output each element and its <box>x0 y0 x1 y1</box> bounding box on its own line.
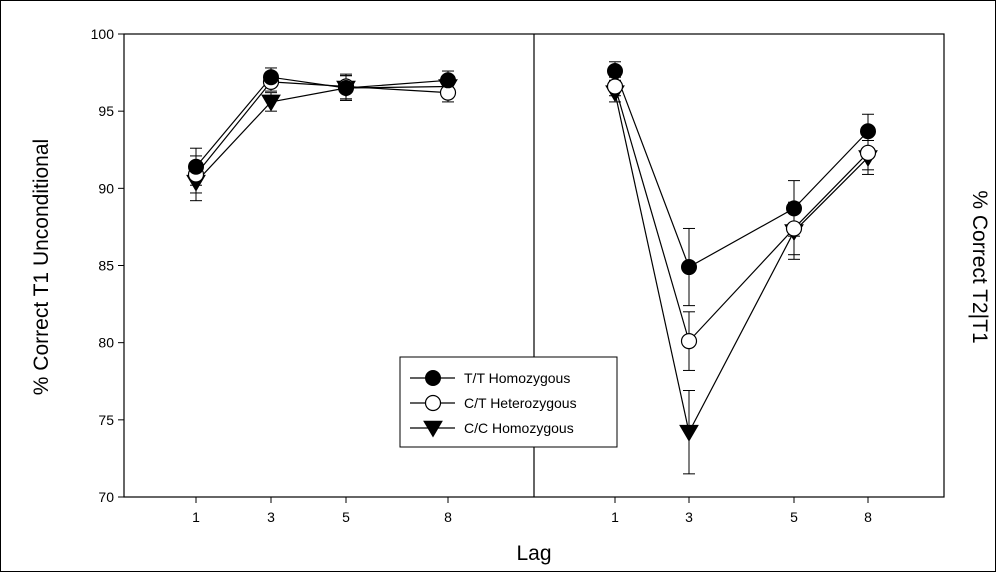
data-point <box>188 158 204 175</box>
data-point <box>263 69 279 86</box>
y-tick-label: 85 <box>98 258 114 274</box>
axes: 70 75 80 85 90 95 100 1 3 5 8 1 3 5 8 <box>91 26 945 525</box>
x-tick-label: 5 <box>342 509 350 525</box>
series-layer <box>186 61 878 475</box>
x-tick-label: 8 <box>864 509 872 525</box>
legend-marker <box>425 370 441 386</box>
x-tick-label: 1 <box>611 509 619 525</box>
x-tick-label: 3 <box>685 509 693 525</box>
data-point <box>859 144 877 161</box>
y-tick-label: 80 <box>98 335 114 351</box>
y-tick-label: 90 <box>98 180 114 196</box>
y-axis-title-right: % Correct T2|T1 <box>968 190 991 343</box>
series-line <box>614 92 869 434</box>
y-tick-label: 70 <box>98 489 114 505</box>
series-line <box>195 76 449 168</box>
data-point <box>680 333 698 350</box>
legend: T/T Homozygous C/T Heterozygous C/C Homozy… <box>399 356 618 448</box>
data-point <box>860 123 876 140</box>
x-tick-label: 1 <box>192 509 200 525</box>
data-point <box>785 220 803 237</box>
x-tick-label: 8 <box>444 509 452 525</box>
series-line <box>195 85 449 183</box>
data-point <box>440 72 456 89</box>
legend-marker <box>424 394 442 412</box>
data-point <box>681 259 697 276</box>
x-tick-label: 3 <box>267 509 275 525</box>
data-point <box>679 424 699 442</box>
data-point <box>786 200 802 217</box>
legend-marker <box>423 420 443 438</box>
x-tick-label: 5 <box>790 509 798 525</box>
y-tick-label: 75 <box>98 412 114 428</box>
y-tick-label: 95 <box>98 103 114 119</box>
legend-label: T/T Homozygous <box>464 370 570 386</box>
series-line <box>614 70 869 268</box>
data-point <box>607 63 623 80</box>
series-line <box>195 81 449 175</box>
y-tick-label: 100 <box>91 26 115 42</box>
data-point <box>338 80 354 97</box>
y-axis-title-left: % Correct T1 Unconditional <box>30 139 53 395</box>
data-point <box>261 94 281 112</box>
legend-label: C/T Heterozygous <box>464 395 577 411</box>
series-line <box>614 86 869 343</box>
legend-label: C/C Homozygous <box>464 420 574 436</box>
data-point <box>606 78 624 95</box>
x-axis-title: Lag <box>516 542 551 565</box>
